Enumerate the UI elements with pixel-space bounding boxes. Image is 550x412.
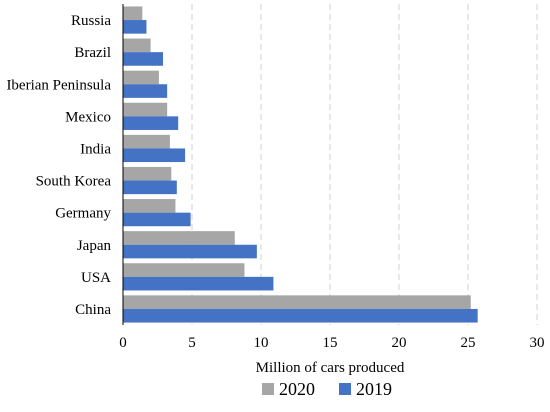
bar-2020-iberian-peninsula: [123, 70, 159, 85]
bar-2020-mexico: [123, 102, 168, 117]
category-label: Brazil: [74, 45, 111, 61]
x-tick-label: 20: [392, 335, 407, 351]
bar-2019-russia: [123, 20, 147, 34]
category-label: Germany: [55, 206, 111, 222]
bar-2019-brazil: [123, 52, 164, 66]
x-tick-label: 0: [119, 335, 127, 351]
bar-2020-brazil: [123, 38, 151, 53]
category-label: Iberian Peninsula: [6, 77, 111, 93]
legend-swatch-2020: [262, 383, 274, 395]
bar-2019-germany: [123, 212, 191, 227]
legend-label-2020: 2020: [279, 379, 315, 399]
bars: [123, 6, 478, 323]
bar-2020-japan: [123, 231, 235, 245]
legend-label-2019: 2019: [356, 379, 392, 399]
x-tick-label: 25: [461, 335, 476, 351]
bar-2020-south-korea: [123, 166, 172, 181]
x-tick-label: 5: [188, 335, 196, 351]
x-tick-labels: 0 5 10 15 20 25 30: [119, 335, 544, 351]
category-label: China: [75, 302, 111, 318]
x-tick-label: 10: [254, 335, 269, 351]
bar-2020-usa: [123, 263, 245, 277]
category-label: India: [80, 141, 111, 157]
bar-2019-china: [123, 308, 478, 323]
x-axis-title: Million of cars produced: [256, 360, 405, 376]
category-label: South Korea: [36, 174, 112, 190]
bar-2019-usa: [123, 276, 274, 291]
bar-2019-mexico: [123, 116, 179, 130]
bar-2019-south-korea: [123, 180, 177, 195]
category-label: Russia: [71, 13, 111, 29]
bar-2020-india: [123, 134, 170, 149]
x-tick-label: 15: [323, 335, 338, 351]
bar-2020-germany: [123, 199, 176, 213]
bar-2019-iberian-peninsula: [123, 84, 168, 98]
bar-2020-china: [123, 295, 471, 309]
category-label: USA: [81, 270, 111, 286]
legend-swatch-2019: [339, 383, 351, 395]
category-label: Mexico: [65, 109, 111, 125]
x-tick-label: 30: [530, 335, 545, 351]
bar-2020-russia: [123, 6, 143, 21]
gridlines: [191, 4, 538, 325]
legend: 2020 2019: [262, 379, 392, 399]
bar-2019-india: [123, 148, 186, 163]
category-labels: Russia Brazil Iberian Peninsula Mexico India…: [6, 13, 111, 318]
bar-2019-japan: [123, 244, 257, 259]
category-label: Japan: [77, 238, 112, 254]
